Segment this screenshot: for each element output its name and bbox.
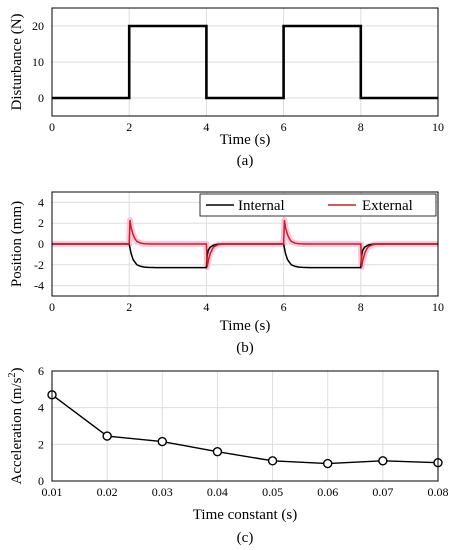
y-axis-label-c: Acceleration (m/s2) [7, 367, 25, 484]
x-tick-label: 6 [281, 120, 287, 134]
legend: Internal External [199, 193, 437, 217]
y-tick-label: 20 [32, 19, 44, 33]
x-tick-label: 8 [358, 120, 364, 134]
y-axis-label-b: Position (mm) [9, 201, 25, 287]
x-tick-label: 4 [203, 300, 209, 314]
data-point [212, 446, 223, 457]
y-tick-label: -2 [34, 258, 44, 272]
x-tick-label: 0.05 [262, 485, 283, 499]
x-tick-label: 0.01 [42, 485, 63, 499]
legend-box [199, 193, 437, 217]
caption-c: (c) [237, 530, 254, 546]
internal-line [52, 243, 438, 269]
x-tick-labels-a: 0 2 4 6 8 10 [49, 120, 444, 134]
y-tick-label: 10 [32, 55, 44, 69]
acceleration-markers [47, 390, 443, 469]
y-tick-label: 0 [38, 91, 44, 105]
y-tick-label: 2 [38, 437, 44, 451]
x-tick-label: 2 [126, 120, 132, 134]
y-tick-labels-a: 0 10 20 [32, 19, 44, 105]
y-tick-labels-c: 0 2 4 6 [38, 364, 44, 488]
data-point [267, 456, 278, 466]
plot-frame-a [51, 7, 439, 117]
acceleration-line [51, 394, 439, 465]
plot-frame-c [51, 370, 439, 482]
chart-b: 0 2 4 6 8 10 -4 -2 0 2 4 Internal External Time (… [9, 191, 444, 356]
external-line [52, 219, 438, 268]
x-tick-label: 0.08 [428, 485, 449, 499]
legend-internal-label: Internal [238, 198, 285, 214]
x-tick-label: 10 [432, 300, 444, 314]
x-tick-label: 0 [49, 300, 55, 314]
x-tick-label: 0.06 [317, 485, 338, 499]
x-tick-labels-b: 0 2 4 6 8 10 [49, 300, 444, 314]
legend-external-label: External [362, 198, 413, 214]
x-tick-labels-c: 0.01 0.02 0.03 0.04 0.05 0.06 0.07 0.08 [42, 485, 449, 499]
plot-frame-b [51, 191, 439, 297]
x-tick-label: 6 [281, 300, 287, 314]
y-tick-label: 4 [38, 195, 44, 209]
caption-a: (a) [237, 153, 254, 169]
x-tick-label: 10 [432, 120, 444, 134]
x-tick-label: 0.07 [372, 485, 393, 499]
chart-a: 0 2 4 6 8 10 0 10 20 Time (s) Disturbance (N) (… [9, 7, 444, 169]
caption-b: (b) [236, 340, 254, 356]
y-tick-label: 4 [38, 401, 44, 415]
y-tick-label: 0 [38, 237, 44, 251]
x-axis-label-c: Time constant (s) [193, 507, 297, 523]
x-axis-label-a: Time (s) [220, 132, 271, 148]
data-point [323, 458, 333, 469]
y-axis-label-a: Disturbance (N) [9, 13, 25, 110]
disturbance-line [52, 24, 438, 100]
y-tick-label: 2 [38, 216, 44, 230]
x-tick-label: 0.03 [152, 485, 173, 499]
x-tick-label: 2 [126, 300, 132, 314]
data-point [157, 436, 167, 447]
grid-a [51, 8, 439, 116]
x-tick-label: 0.04 [207, 485, 228, 499]
x-tick-label: 0.02 [97, 485, 118, 499]
data-point [378, 456, 388, 466]
y-tick-label: -4 [34, 279, 44, 293]
x-axis-label-b: Time (s) [220, 318, 271, 334]
chart-c: 0.01 0.02 0.03 0.04 0.05 0.06 0.07 0.08 0 2 4 6 Ti… [7, 364, 449, 546]
x-tick-label: 8 [358, 300, 364, 314]
data-point [102, 431, 112, 441]
x-tick-label: 4 [203, 120, 209, 134]
y-tick-labels-b: -4 -2 0 2 4 [34, 195, 44, 292]
y-tick-label: 6 [38, 364, 44, 378]
x-tick-label: 0 [49, 120, 55, 134]
y-tick-label: 0 [38, 474, 44, 488]
